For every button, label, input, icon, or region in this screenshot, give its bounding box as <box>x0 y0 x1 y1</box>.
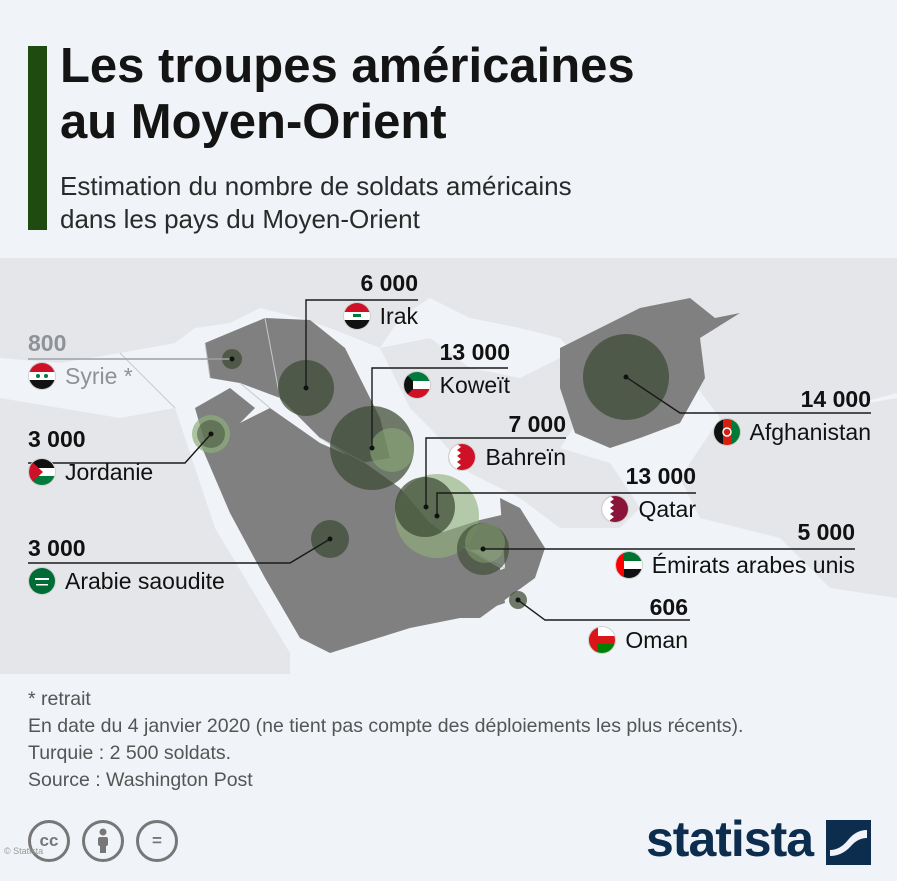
bubble-uae-light <box>465 523 505 563</box>
page-subtitle: Estimation du nombre de soldats américai… <box>60 171 572 234</box>
saudi-flag-icon <box>28 567 56 595</box>
uae-flag-icon <box>614 551 643 579</box>
value-jordan: 3 000 <box>28 426 86 452</box>
value-bahrain: 7 000 <box>508 411 566 437</box>
label-kuwait: 13 000 Koweït <box>380 339 510 399</box>
value-saudi-arabia: 3 000 <box>28 535 86 561</box>
note-turkey: Turquie : 2 500 soldats. <box>28 742 232 764</box>
label-saudi-arabia: 3 000 Arabie saoudite <box>28 535 225 595</box>
watermark: © Statista <box>4 846 44 856</box>
no-derivatives-icon[interactable]: = <box>136 820 178 862</box>
value-kuwait: 13 000 <box>439 339 510 365</box>
bubble-centers <box>208 356 629 603</box>
jordan-flag-icon <box>28 458 56 486</box>
oman-flag-icon <box>588 626 617 654</box>
note-withdrawal: * retrait <box>28 688 91 710</box>
label-jordan: 3 000 Jordanie <box>28 426 153 486</box>
statista-logo-text[interactable]: statista <box>646 811 814 867</box>
label-iraq: 6 000 Irak <box>300 270 418 330</box>
land-iran <box>380 338 640 528</box>
accent-bar <box>28 46 47 230</box>
bubble-kuwait-light <box>370 428 414 472</box>
afghanistan-flag-icon <box>712 418 741 446</box>
value-syria: 800 <box>28 330 67 356</box>
land-africa <box>0 398 290 674</box>
bahrain-flag-icon <box>448 443 477 471</box>
statista-logo-icon <box>826 820 871 865</box>
value-qatar: 13 000 <box>625 463 696 489</box>
leader-lines <box>28 299 871 621</box>
syria-flag-icon <box>28 362 56 390</box>
land-north <box>0 258 897 428</box>
label-bahrain: 7 000 Bahreïn <box>426 411 566 471</box>
qatar-flag-icon <box>601 495 630 523</box>
value-uae: 5 000 <box>797 519 855 545</box>
label-uae: 5 000 Émirats arabes unis <box>560 519 855 579</box>
label-afghanistan: 14 000 Afghanistan <box>680 386 871 446</box>
label-oman: 606 Oman <box>560 594 688 654</box>
kuwait-flag-icon <box>402 371 431 399</box>
name-kuwait: Koweït <box>439 372 510 398</box>
name-bahrain: Bahreïn <box>485 444 566 470</box>
land-pakistan <box>680 398 897 598</box>
troop-bubbles <box>192 334 669 609</box>
cc-license-icon[interactable]: cc <box>28 820 70 862</box>
land-oman <box>455 498 545 618</box>
name-oman: Oman <box>625 627 688 653</box>
name-qatar: Qatar <box>638 496 696 522</box>
name-saudi-arabia: Arabie saoudite <box>65 568 225 594</box>
footnotes: * retrait En date du 4 janvier 2020 (ne … <box>28 686 743 794</box>
value-iraq: 6 000 <box>360 270 418 296</box>
value-afghanistan: 14 000 <box>800 386 871 412</box>
page-title: Les troupes américaines au Moyen-Orient <box>60 39 635 149</box>
name-afghanistan: Afghanistan <box>749 419 871 445</box>
iraq-flag-icon <box>342 302 371 330</box>
note-source: Source : Washington Post <box>28 769 253 791</box>
label-syria: 800 Syrie * <box>28 330 133 390</box>
name-jordan: Jordanie <box>65 459 154 485</box>
name-uae: Émirats arabes unis <box>651 552 855 578</box>
name-iraq: Irak <box>379 303 418 329</box>
attribution-icon[interactable] <box>82 820 124 862</box>
label-qatar: 13 000 Qatar <box>580 463 696 523</box>
value-oman: 606 <box>649 594 688 620</box>
name-syria: Syrie * <box>65 363 133 389</box>
middle-east-map <box>0 258 897 674</box>
land-saudi <box>200 408 505 653</box>
note-date: En date du 4 janvier 2020 (ne tient pas … <box>28 715 744 737</box>
